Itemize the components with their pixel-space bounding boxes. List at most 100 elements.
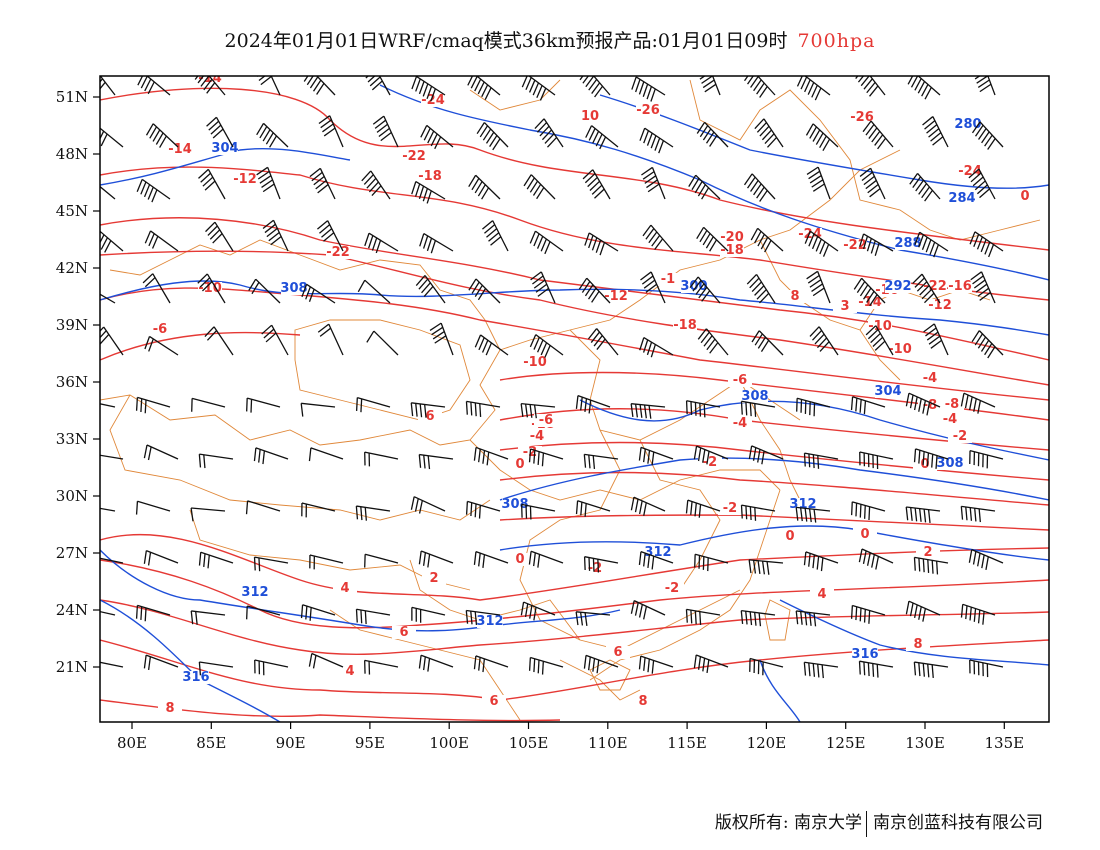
wind-barbs (100, 76, 1004, 679)
temperature-label: -10 (198, 281, 222, 296)
wind-barb-icon (699, 76, 721, 96)
wind-barb-icon (913, 661, 949, 679)
temperature-label-bg (918, 372, 942, 385)
wind-barb-icon (143, 654, 179, 671)
wind-barb-icon (968, 168, 996, 200)
height-label-bg (875, 385, 901, 398)
wind-barb-icon (587, 328, 619, 356)
height-label-bg (949, 192, 975, 205)
temperature-label-bg (938, 413, 962, 426)
lat-label: 36N (56, 373, 88, 391)
wind-barb-icon (907, 76, 941, 100)
wind-barb-icon (100, 176, 116, 200)
wind-barb-icon (317, 220, 344, 252)
wind-barb-icon (850, 604, 886, 624)
wind-barb-icon (750, 227, 784, 253)
wind-barb-icon (142, 273, 171, 304)
temperature-label: -12 (928, 298, 952, 313)
temperature-label-bg (778, 530, 802, 543)
wind-barb-icon (245, 500, 281, 515)
wind-barb-icon (135, 604, 171, 622)
footer-right: 南京创蓝科技有限公司 (873, 813, 1043, 833)
height-label: 292 (884, 279, 911, 294)
wind-barb-icon (583, 556, 619, 573)
wind-barb-icon (969, 659, 1004, 678)
temperature-label-bg (916, 546, 940, 559)
wind-barb-icon (355, 608, 391, 625)
title-level: 700hpa (797, 30, 876, 52)
wind-barb-icon (796, 397, 831, 417)
wind-barb-icon (688, 174, 721, 200)
lon-label: 115E (667, 734, 707, 752)
temperature-label-bg (850, 111, 874, 124)
temperature-label: -22 (843, 238, 867, 253)
wind-barb-icon (859, 233, 894, 256)
footer-credit: 版权所有: 南京大学 南京创蓝科技有限公司 (715, 808, 1043, 837)
temperature-label: -10 (868, 319, 892, 334)
wind-barb-icon (364, 553, 399, 568)
wind-barb-icon (631, 76, 666, 102)
wind-barb-icon (198, 661, 234, 676)
wind-barb-icon (246, 397, 281, 413)
height-label: 304 (874, 384, 901, 399)
wind-barb-icon (744, 76, 776, 98)
wind-barb-icon (190, 610, 226, 625)
wind-barb-icon (751, 330, 784, 356)
temperature-label: 0 (515, 457, 524, 472)
lon-label: 110E (588, 734, 628, 752)
wind-barb-icon (100, 452, 124, 460)
wind-barb-icon (529, 230, 564, 255)
wind-barb-icon (411, 76, 446, 102)
wind-barb-icon (582, 169, 611, 200)
wind-barb-icon (923, 323, 949, 356)
temperature-label-bg (148, 323, 172, 336)
wind-barb-icon (905, 600, 941, 622)
temperature-label: -24 (958, 164, 982, 179)
height-label-bg (937, 457, 963, 470)
wind-barb-icon (913, 556, 949, 575)
wind-barb-icon (803, 661, 839, 679)
footer-separator (866, 810, 867, 837)
wind-barb-icon (465, 500, 501, 519)
wind-barb-icon (913, 448, 949, 469)
lon-label: 90E (276, 734, 306, 752)
temperature-label-bg (798, 228, 822, 241)
wind-barb-icon (642, 224, 674, 252)
temperature-label: 3 (840, 299, 849, 314)
temperature-label-bg (606, 646, 630, 659)
lat-label: 45N (56, 202, 88, 220)
wind-barb-icon (361, 170, 391, 200)
wind-barb-icon (135, 396, 171, 414)
wind-barb-icon (528, 656, 564, 675)
temperature-label-bg (810, 588, 834, 601)
wind-barb-icon (583, 453, 619, 469)
temperature-label-bg (660, 582, 684, 595)
wind-barb-icon (246, 605, 281, 620)
wind-barb-icon (853, 277, 886, 307)
wind-barb-icon (746, 273, 776, 304)
latitude-axis: 51N 48N 45N 42N 39N 36N 33N 30N 27N 24N 21N (56, 88, 100, 676)
wind-barb-icon (191, 397, 226, 412)
height-label: 312 (644, 545, 671, 560)
wind-barb-icon (804, 230, 839, 257)
wind-barb-icon (468, 174, 501, 200)
wind-barb-icon (855, 76, 886, 97)
wind-barb-icon (575, 500, 611, 517)
wind-barb-icon (301, 283, 336, 304)
height-label-bg (183, 671, 209, 684)
lat-label: 33N (56, 430, 88, 448)
wind-barb-icon (685, 608, 721, 625)
temperature-label: -2 (723, 501, 737, 516)
temperature-label: -14 (168, 142, 192, 157)
wind-barb-icon (410, 496, 446, 514)
wind-barb-icon (740, 400, 776, 417)
wind-barb-icon (806, 270, 831, 304)
wind-barb-icon (575, 611, 611, 626)
wind-barb-icon (974, 76, 996, 96)
wind-barb-icon (365, 76, 391, 96)
wind-barb-icon (143, 550, 179, 566)
temperature-label-bg (636, 104, 660, 117)
wind-barb-icon (806, 166, 831, 200)
temperature-label: -18 (418, 169, 442, 184)
